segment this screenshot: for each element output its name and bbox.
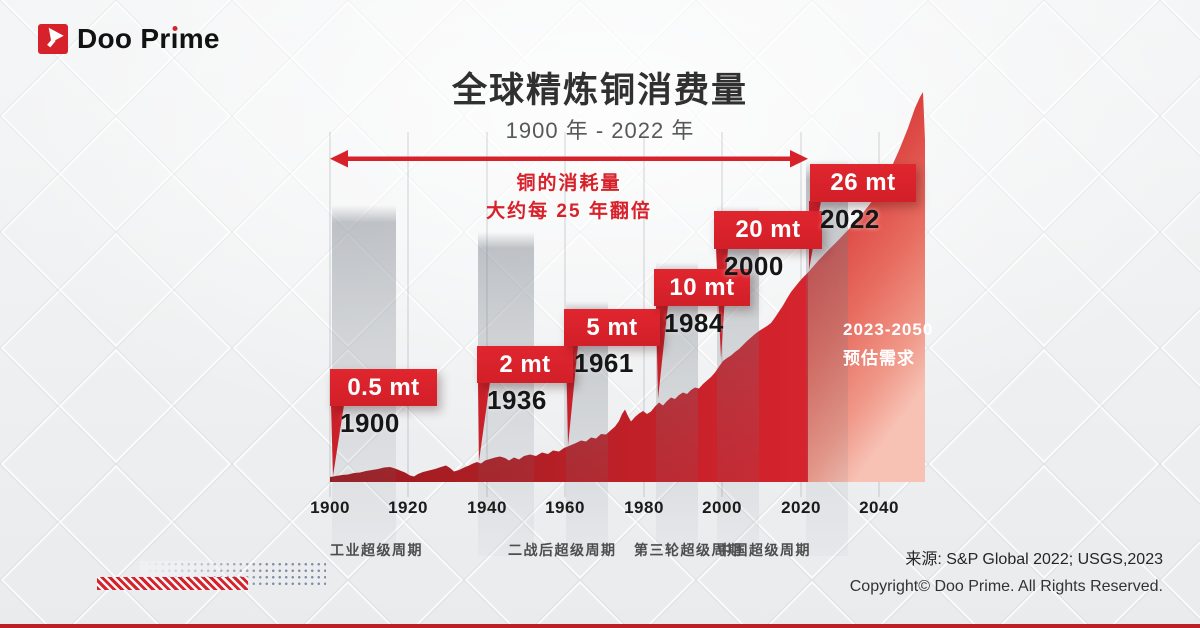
arrow-note-line2: 大约每 25 年翻倍 [486, 201, 652, 222]
callout-year-label: 2022 [820, 204, 880, 234]
i-dot-icon [172, 26, 178, 31]
callout-year-label: 1984 [664, 308, 724, 338]
wordmark-i: ı [171, 24, 179, 54]
axis-tick-label: 2020 [781, 498, 821, 517]
doo-prime-wordmark: Doo Prı me [77, 24, 220, 54]
callout-value-box: 5 mt [564, 309, 660, 346]
callout-value-box: 10 mt [654, 269, 750, 306]
callout-value-box: 0.5 mt [330, 369, 437, 406]
supercycle-label: 二战后超级周期 [508, 542, 617, 558]
doo-prime-logo-icon [38, 24, 68, 54]
arrow-note-line1: 铜的消耗量 [516, 173, 622, 194]
callout-year-label: 1900 [340, 408, 400, 438]
callout-value-box: 26 mt [810, 164, 916, 202]
callout-value-box: 20 mt [714, 211, 822, 249]
callout-tail [478, 382, 490, 461]
supercycle-label: 工业超级周期 [330, 542, 423, 558]
axis-tick-label: 1960 [545, 498, 585, 517]
callout-value-box: 2 mt [477, 346, 573, 383]
copyright-note: Copyright© Doo Prime. All Rights Reserve… [849, 578, 1163, 595]
callout-year-label: 1936 [487, 385, 547, 415]
bottom-accent-bar [0, 624, 1200, 628]
page-subtitle: 1900 年 - 2022 年 [505, 118, 695, 143]
axis-tick-label: 2000 [702, 498, 742, 517]
callout-year-label: 1961 [574, 348, 634, 378]
supercycle-label: 中国超级周期 [718, 542, 811, 558]
axis-tick-label: 2040 [859, 498, 899, 517]
double-arrow-icon [330, 150, 808, 168]
axis-tick-label: 1940 [467, 498, 507, 517]
projection-period-label: 2023-2050 [843, 320, 934, 339]
wordmark-part: Doo Pr [77, 23, 171, 54]
axis-tick-label: 1920 [388, 498, 428, 517]
axis-tick-label: 1980 [624, 498, 664, 517]
doo-prime-logo: Doo Prı me [38, 24, 220, 54]
callout-tail [331, 405, 344, 476]
wordmark-part: me [178, 23, 220, 54]
source-note: 来源: S&P Global 2022; USGS,2023 [905, 551, 1163, 568]
wordmark-dotless-i: ı [170, 23, 179, 54]
axis-tick-label: 1900 [310, 498, 350, 517]
supercycle-label: 第三轮超级周期 [634, 542, 743, 558]
hatched-bar-decoration [97, 577, 248, 590]
projection-demand-label: 预估需求 [843, 349, 915, 368]
page-title: 全球精炼铜消费量 [451, 71, 748, 110]
callout-year-label: 2000 [724, 251, 784, 281]
